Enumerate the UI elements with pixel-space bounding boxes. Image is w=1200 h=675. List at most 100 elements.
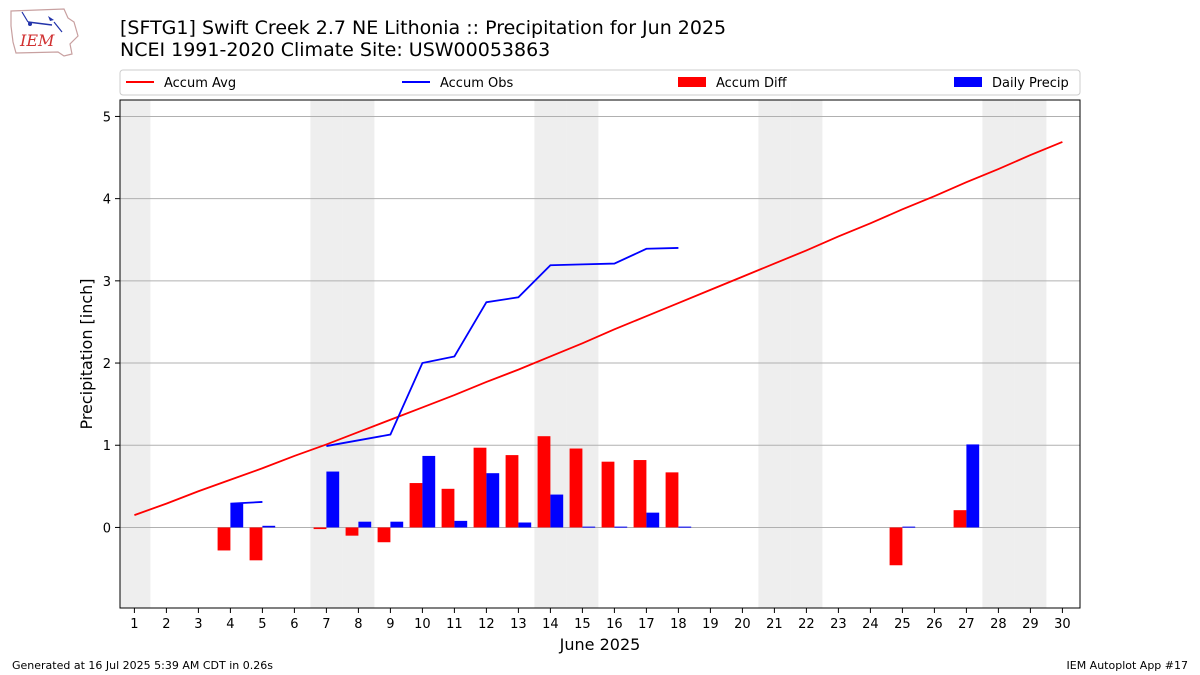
y-tick-label: 2 xyxy=(103,357,111,372)
x-tick-label: 14 xyxy=(542,617,559,632)
accum-diff-bar xyxy=(505,455,519,528)
lines xyxy=(134,141,1063,516)
daily-precip-bar xyxy=(518,522,532,528)
accum-diff-bar xyxy=(889,527,903,566)
accum-diff-bar xyxy=(665,472,679,528)
accum-obs-line xyxy=(326,247,679,447)
daily-precip-bar xyxy=(358,521,372,528)
x-tick-label: 15 xyxy=(574,617,591,632)
x-tick-label: 27 xyxy=(958,617,975,632)
iem-logo: IEM xyxy=(8,6,80,58)
weekend-band xyxy=(120,100,151,608)
y-axis-label: Precipitation [inch] xyxy=(77,278,96,429)
x-tick-label: 7 xyxy=(322,617,330,632)
x-tick-label: 8 xyxy=(354,617,362,632)
weekend-band xyxy=(982,100,1015,608)
legend-swatch xyxy=(678,77,706,87)
accum-diff-bar xyxy=(249,527,263,561)
x-tick-label: 24 xyxy=(862,617,879,632)
x-tick-label: 11 xyxy=(446,617,463,632)
weekend-band xyxy=(1014,100,1047,608)
daily-precip-bar xyxy=(614,526,628,528)
bars xyxy=(217,436,980,566)
x-tick-label: 17 xyxy=(638,617,655,632)
iem-logo-text: IEM xyxy=(19,31,55,50)
plot-frame xyxy=(119,99,1081,609)
generated-note: Generated at 16 Jul 2025 5:39 AM CDT in … xyxy=(12,659,273,672)
x-tick-label: 21 xyxy=(766,617,783,632)
x-axis-label: June 2025 xyxy=(559,635,641,654)
x-tick-label: 3 xyxy=(194,617,202,632)
legend: Accum Avg Accum Obs Accum Diff Daily Precip xyxy=(119,69,1081,96)
iem-logo-graphic: IEM xyxy=(10,8,79,57)
daily-precip-bar xyxy=(454,520,468,528)
x-tick-label: 10 xyxy=(414,617,431,632)
daily-precip-bar xyxy=(486,473,500,528)
accum-diff-bar xyxy=(473,447,487,528)
x-tick-label: 20 xyxy=(734,617,751,632)
legend-label: Accum Obs xyxy=(440,76,513,91)
x-tick-label: 30 xyxy=(1054,617,1071,632)
daily-precip-bar xyxy=(230,503,244,528)
accum-diff-bar xyxy=(441,488,455,528)
accum-diff-bar xyxy=(313,527,327,530)
legend-swatch xyxy=(954,77,982,87)
legend-label: Accum Diff xyxy=(716,76,788,91)
daily-precip-bar xyxy=(902,526,916,528)
daily-precip-bar xyxy=(326,471,340,528)
x-tick-label: 9 xyxy=(386,617,394,632)
daily-precip-bar xyxy=(966,444,980,528)
x-tick-label: 6 xyxy=(290,617,298,632)
y-tick-label: 4 xyxy=(103,193,111,208)
x-tick-label: 16 xyxy=(606,617,623,632)
accum-diff-bar xyxy=(633,460,647,528)
x-tick-label: 28 xyxy=(990,617,1007,632)
legend-label: Accum Avg xyxy=(164,76,236,91)
legend-box xyxy=(119,69,1081,96)
accum-diff-bar xyxy=(345,527,359,536)
accum-diff-bar xyxy=(537,436,551,528)
weekend-band xyxy=(566,100,599,608)
accum-diff-bar xyxy=(377,527,391,543)
x-tick-label: 4 xyxy=(226,617,234,632)
x-tick-label: 13 xyxy=(510,617,527,632)
y-tick-label: 0 xyxy=(103,521,111,536)
daily-precip-bar xyxy=(646,512,660,528)
weekend-band xyxy=(310,100,343,608)
daily-precip-bar xyxy=(582,526,596,528)
accum-avg-line xyxy=(134,141,1063,516)
legend-label: Daily Precip xyxy=(992,76,1069,91)
daily-precip-bar xyxy=(390,521,404,528)
title-line-1: [SFTG1] Swift Creek 2.7 NE Lithonia :: P… xyxy=(120,17,727,39)
accum-diff-bar xyxy=(217,527,231,551)
accum-diff-bar xyxy=(601,461,615,528)
y-tick-label: 1 xyxy=(103,439,111,454)
x-tick-label: 23 xyxy=(830,617,847,632)
y-tick-label: 3 xyxy=(103,275,111,290)
accum-obs-line xyxy=(230,501,263,505)
x-tick-label: 25 xyxy=(894,617,911,632)
app-label: IEM Autoplot App #17 xyxy=(1066,659,1189,672)
x-tick-label: 18 xyxy=(670,617,687,632)
x-tick-label: 5 xyxy=(258,617,266,632)
x-tick-label: 19 xyxy=(702,617,719,632)
title-line-2: NCEI 1991-2020 Climate Site: USW00053863 xyxy=(120,39,551,61)
x-tick-label: 2 xyxy=(162,617,170,632)
daily-precip-bar xyxy=(550,494,564,528)
x-tick-label: 26 xyxy=(926,617,943,632)
accum-diff-bar xyxy=(569,448,583,528)
x-tick-label: 29 xyxy=(1022,617,1039,632)
gridlines xyxy=(120,115,1080,528)
weekend-band xyxy=(758,100,791,608)
y-tick-label: 5 xyxy=(103,110,111,125)
chart-title: [SFTG1] Swift Creek 2.7 NE Lithonia :: P… xyxy=(120,17,726,61)
x-tick-label: 12 xyxy=(478,617,495,632)
daily-precip-bar xyxy=(262,525,276,528)
weekend-band xyxy=(534,100,567,608)
weekend-band xyxy=(790,100,823,608)
x-tick-label: 22 xyxy=(798,617,815,632)
daily-precip-bar xyxy=(422,455,436,528)
daily-precip-bar xyxy=(678,526,692,528)
